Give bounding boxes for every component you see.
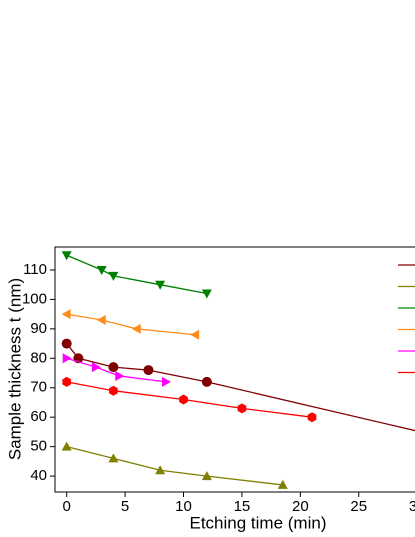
marker [201,471,212,481]
series-line [66,343,415,432]
marker [131,323,141,334]
marker [161,376,171,387]
y-tick-label: 80 [30,349,47,366]
y-tick-label: 50 [30,438,47,455]
series-line [66,381,313,418]
series-line [66,357,167,383]
marker [61,338,72,349]
marker [190,329,200,340]
plot-frame [54,246,415,493]
y-tick-label: 40 [30,467,47,484]
marker [108,453,119,463]
marker [62,353,72,364]
marker [61,441,72,451]
x-tick-label: 30 [409,498,415,515]
y-axis-label: Sample thickness t (nm) [5,278,24,460]
y-tick-label: 100 [22,290,47,307]
series-line [66,254,207,295]
marker [237,403,247,414]
x-axis-label: Etching time (min) [190,513,327,532]
marker [96,315,106,326]
marker [307,412,317,423]
x-tick-label: 25 [350,498,367,515]
x-tick-label: 5 [121,498,129,515]
y-tick-label: 60 [30,408,47,425]
marker [179,394,188,405]
marker [115,370,125,381]
y-tick-label: 110 [23,261,47,278]
marker [96,265,107,275]
marker [155,465,166,475]
marker [61,251,72,261]
marker [109,385,118,396]
series-line [66,446,283,486]
x-tick-label: 15 [234,498,251,515]
marker [91,362,101,373]
marker [155,280,166,290]
marker [277,479,288,489]
series-line [66,313,196,336]
y-tick-label: 90 [30,320,47,337]
marker [108,271,119,281]
x-tick-label: 20 [292,498,309,515]
y-tick-label: 70 [30,379,47,396]
marker [201,289,212,299]
marker [201,376,212,387]
x-tick-label: 10 [175,498,192,515]
x-tick-label: 0 [63,498,71,515]
marker [61,309,71,320]
marker [143,365,154,376]
marker [62,376,72,387]
marker [108,362,119,373]
plot-area [61,251,415,489]
